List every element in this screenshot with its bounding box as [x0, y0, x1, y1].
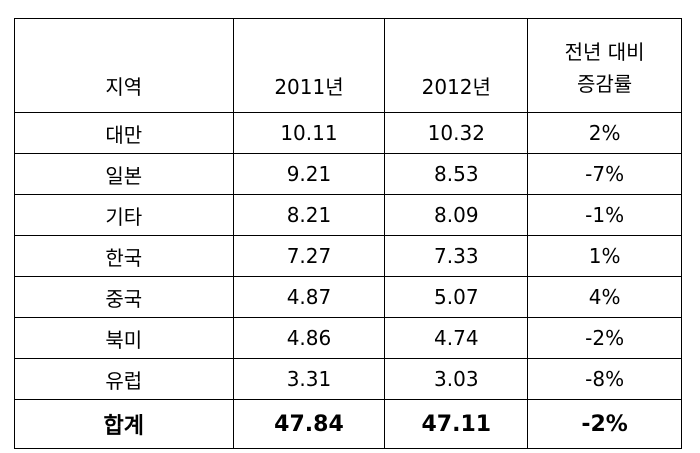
cell: 대만 [14, 112, 234, 154]
data-table: 지역 2011년 2012년 전년 대비 증감률 대만 10.11 10.32 2% 일… [14, 18, 682, 449]
cell: -7% [527, 153, 682, 195]
header-line: 증감률 [577, 72, 633, 96]
cell: 7.33 [384, 235, 529, 277]
cell: 10.32 [384, 112, 529, 154]
data-row: 대만 10.11 10.32 2% [14, 112, 682, 154]
cell: 일본 [14, 153, 234, 195]
cell: 합계 [14, 399, 234, 449]
cell: 한국 [14, 235, 234, 277]
header-row: 지역 2011년 2012년 전년 대비 증감률 [14, 18, 682, 113]
cell: 유럽 [14, 358, 234, 400]
header-line: 전년 대비 [564, 40, 645, 64]
cell: 5.07 [384, 276, 529, 318]
cell: -1% [527, 194, 682, 236]
cell: -2% [527, 317, 682, 359]
cell: 1% [527, 235, 682, 277]
cell: 북미 [14, 317, 234, 359]
header-cell: 지역 [14, 18, 234, 113]
cell: 기타 [14, 194, 234, 236]
data-row: 한국 7.27 7.33 1% [14, 235, 682, 277]
cell: 중국 [14, 276, 234, 318]
cell: 8.09 [384, 194, 529, 236]
header-cell: 전년 대비 증감률 [527, 18, 682, 113]
cell: 2% [527, 112, 682, 154]
cell: 8.21 [232, 194, 386, 236]
total-row: 합계 47.84 47.11 -2% [14, 399, 682, 449]
cell: 3.03 [384, 358, 529, 400]
table-body: 지역 2011년 2012년 전년 대비 증감률 대만 10.11 10.32 2% 일… [14, 18, 682, 449]
data-row: 중국 4.87 5.07 4% [14, 276, 682, 318]
cell: 4% [527, 276, 682, 318]
header-cell: 2011년 [232, 18, 386, 113]
cell: 10.11 [232, 112, 386, 154]
data-row: 일본 9.21 8.53 -7% [14, 153, 682, 195]
cell: 4.86 [232, 317, 386, 359]
header-cell: 2012년 [384, 18, 529, 113]
cell: 4.74 [384, 317, 529, 359]
cell: -2% [527, 399, 682, 449]
cell: 8.53 [384, 153, 529, 195]
cell: 3.31 [232, 358, 386, 400]
cell: 9.21 [232, 153, 386, 195]
data-row: 유럽 3.31 3.03 -8% [14, 358, 682, 400]
data-row: 기타 8.21 8.09 -1% [14, 194, 682, 236]
cell: 47.84 [232, 399, 386, 449]
cell: 7.27 [232, 235, 386, 277]
cell: 47.11 [384, 399, 529, 449]
cell: 4.87 [232, 276, 386, 318]
data-row: 북미 4.86 4.74 -2% [14, 317, 682, 359]
cell: -8% [527, 358, 682, 400]
